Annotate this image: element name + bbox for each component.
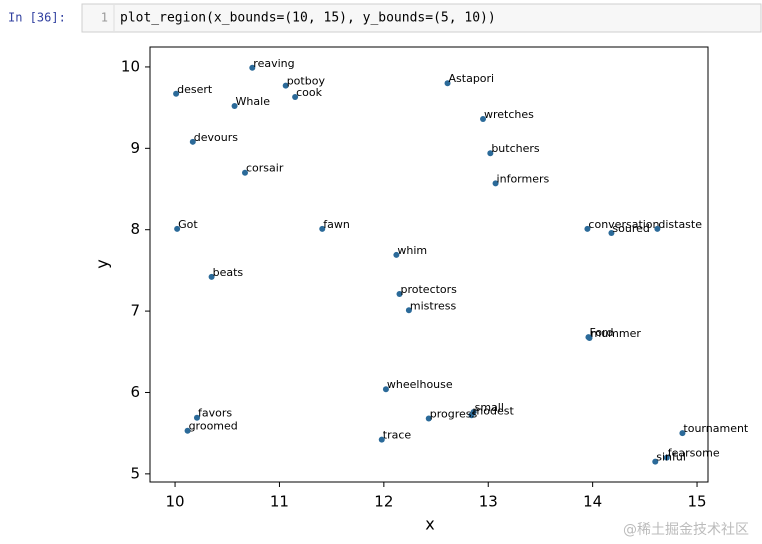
cell-prompt: In [36]: [8, 11, 66, 25]
point [319, 225, 326, 232]
point-label: Astapori [449, 72, 495, 85]
point [174, 225, 181, 232]
point-label: mistress [410, 299, 457, 312]
x-tick-label: 12 [374, 493, 393, 511]
point [654, 225, 661, 232]
point [608, 229, 615, 236]
x-tick-label: 13 [479, 493, 498, 511]
point-label: soured [612, 222, 649, 235]
point-label: small [475, 401, 504, 414]
point-label: reaving [253, 57, 294, 70]
point [231, 103, 238, 110]
y-tick-label: 5 [130, 464, 140, 482]
y-tick-label: 9 [130, 139, 140, 157]
point [249, 64, 256, 71]
point-label: modest [473, 404, 515, 417]
y-tick-label: 10 [121, 57, 140, 75]
point-label: mummer [591, 327, 642, 340]
point [480, 116, 487, 123]
point-label: corsair [246, 162, 284, 175]
y-tick-label: 8 [130, 220, 140, 238]
point-label: devours [194, 131, 238, 144]
code: plot_region(x_bounds=(10, 15), y_bounds=… [120, 11, 496, 26]
cell-box[interactable] [81, 3, 762, 33]
point-label: wheelhouse [387, 378, 453, 391]
y-axis-label: y [93, 259, 112, 268]
x-tick-label: 15 [687, 493, 706, 511]
point [189, 138, 196, 145]
point [193, 414, 200, 421]
point [282, 82, 289, 89]
point-label: butchers [491, 142, 540, 155]
point [173, 90, 180, 97]
point-label: fawn [323, 218, 350, 231]
watermark: @稀土掘金技术社区 [623, 522, 749, 538]
y-tick-label: 7 [130, 302, 140, 320]
point [208, 273, 215, 280]
point [679, 430, 686, 437]
point-label: sinful [656, 451, 686, 464]
line-number: 1 [101, 11, 108, 25]
point-label: trace [383, 429, 412, 442]
point-label: desert [177, 83, 213, 96]
point [393, 251, 400, 258]
point-label: distaste [658, 218, 702, 231]
point [487, 150, 494, 157]
x-tick-label: 10 [166, 493, 185, 511]
point-label: potboy [287, 75, 326, 88]
point [378, 436, 385, 443]
point-label: conversation [588, 218, 659, 231]
point-label: beats [213, 266, 244, 279]
point [652, 458, 659, 465]
point [405, 307, 412, 314]
point-label: fearsome [668, 447, 720, 460]
point-label: favors [198, 407, 232, 420]
x-axis-label: x [425, 515, 434, 534]
point [586, 334, 593, 341]
point-label: Ford [589, 326, 613, 339]
point [425, 415, 432, 422]
point-label: groomed [189, 420, 238, 433]
point [292, 94, 299, 101]
point [396, 291, 403, 298]
point [444, 80, 451, 87]
x-tick-label: 14 [583, 493, 602, 511]
point-label: whim [397, 244, 427, 257]
point-label: tournament [683, 422, 749, 435]
point [468, 412, 475, 419]
point-label: progress [430, 408, 478, 421]
point [584, 225, 591, 232]
point [184, 427, 191, 434]
point-label: Got [178, 218, 198, 231]
point [492, 180, 499, 187]
y-tick-label: 6 [130, 383, 140, 401]
x-tick-label: 11 [270, 493, 289, 511]
point-label: cook [296, 86, 323, 99]
point [663, 454, 670, 461]
point [242, 169, 249, 176]
plot-frame [149, 46, 709, 483]
point-label: Whale [236, 95, 271, 108]
point-label: protectors [401, 283, 458, 296]
point [382, 386, 389, 393]
point-label: wretches [484, 108, 534, 121]
point-label: informers [497, 172, 550, 185]
